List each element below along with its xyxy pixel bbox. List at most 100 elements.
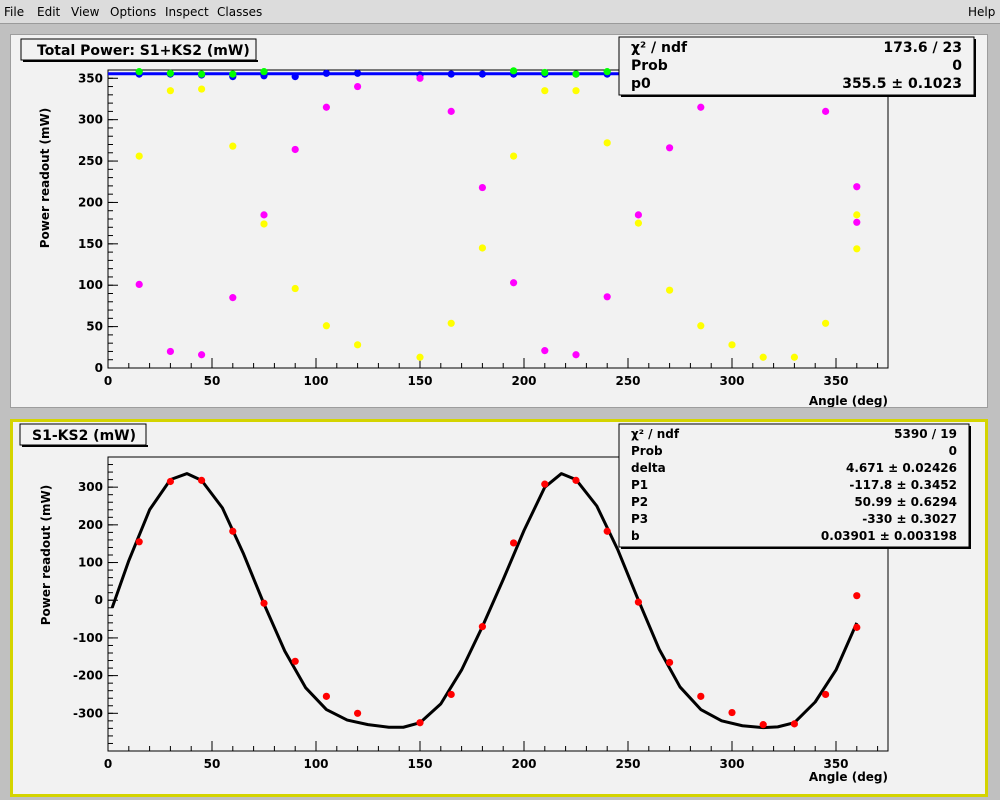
data-point bbox=[198, 85, 206, 93]
stats-label: P2 bbox=[631, 495, 648, 509]
data-point bbox=[416, 719, 424, 727]
data-point bbox=[853, 623, 861, 631]
chart-title: S1-KS2 (mW) bbox=[32, 428, 136, 444]
y-tick-label: 300 bbox=[78, 480, 103, 494]
data-point bbox=[198, 476, 206, 484]
menu-bar: File Edit View Options Inspect Classes H… bbox=[0, 0, 1000, 24]
menu-view[interactable]: View bbox=[71, 5, 100, 19]
x-tick-label: 100 bbox=[303, 757, 328, 771]
data-point bbox=[790, 353, 799, 361]
title-box: S1-KS2 (mW) bbox=[19, 423, 148, 447]
pad-difference[interactable]: 0 50 100 150 200 250 300 350 -300 -200 -100 0 100 200… bbox=[10, 419, 988, 797]
data-point bbox=[541, 68, 549, 77]
x-tick-label: 300 bbox=[719, 757, 744, 771]
x-tick-label: 50 bbox=[204, 757, 221, 771]
y-tick-label: 300 bbox=[78, 113, 103, 127]
stats-box: χ² / ndf 5390 / 19 Prob 0 delta 4.671 ± 0.024… bbox=[618, 423, 971, 549]
y-tick-label: 100 bbox=[78, 278, 103, 292]
x-tick-label: 200 bbox=[511, 757, 536, 771]
data-point bbox=[478, 70, 486, 78]
x-tick-label: 0 bbox=[104, 757, 112, 771]
data-point bbox=[634, 598, 643, 606]
stats-value: 50.99 ± 0.6294 bbox=[854, 495, 957, 509]
title-box: Total Power: S1+KS2 (mW) bbox=[20, 38, 258, 62]
y-tick-label: 50 bbox=[86, 320, 103, 334]
menu-help[interactable]: Help bbox=[968, 5, 996, 19]
data-point bbox=[447, 319, 455, 327]
data-point bbox=[541, 480, 549, 488]
axes: 0 50 100 150 200 250 300 350 -300 -200 -100 0 100 200… bbox=[73, 456, 889, 771]
data-point bbox=[697, 103, 705, 111]
data-point bbox=[447, 107, 455, 115]
data-point bbox=[510, 279, 518, 287]
pad-total-power[interactable]: 0 50 100 150 200 250 300 350 0 50 100 150 200 250 300 3… bbox=[10, 34, 988, 408]
data-point bbox=[478, 183, 486, 192]
data-point bbox=[322, 692, 330, 700]
data-point bbox=[416, 74, 424, 82]
data-point bbox=[603, 527, 611, 535]
y-tick-label: 200 bbox=[78, 195, 103, 209]
chart-total-power: 0 50 100 150 200 250 300 350 0 50 100 150 200 250 300 3… bbox=[20, 36, 976, 407]
data-point bbox=[572, 351, 580, 359]
stats-label: P1 bbox=[631, 478, 648, 492]
stats-value: 355.5 ± 0.1023 bbox=[842, 76, 962, 92]
data-point bbox=[135, 152, 143, 160]
data-point bbox=[541, 347, 549, 355]
data-point bbox=[510, 539, 518, 547]
stats-value: -330 ± 0.3027 bbox=[862, 512, 957, 526]
data-point bbox=[354, 82, 362, 91]
data-point bbox=[634, 211, 643, 219]
data-point bbox=[603, 68, 611, 76]
data-point bbox=[666, 286, 674, 294]
axes: 0 50 100 150 200 250 300 350 0 50 100 150 200 250 300 3… bbox=[78, 69, 889, 388]
x-axis-label: Angle (deg) bbox=[809, 770, 888, 784]
x-tick-label: 0 bbox=[104, 374, 112, 388]
menu-inspect[interactable]: Inspect bbox=[165, 5, 209, 19]
stats-value: 173.6 / 23 bbox=[883, 40, 962, 56]
data-point bbox=[603, 293, 611, 301]
data-point bbox=[322, 103, 330, 111]
data-point bbox=[822, 690, 830, 699]
data-point bbox=[541, 87, 549, 95]
canvas-area: 0 50 100 150 200 250 300 350 0 50 100 150 200 250 300 3… bbox=[0, 25, 1000, 800]
y-tick-label: 350 bbox=[78, 71, 103, 85]
stats-label: χ² / ndf bbox=[631, 40, 688, 56]
data-point bbox=[853, 211, 861, 219]
data-point bbox=[166, 69, 174, 77]
stats-value: 0 bbox=[952, 58, 962, 74]
stats-value: 4.671 ± 0.02426 bbox=[846, 461, 957, 475]
x-tick-label: 200 bbox=[511, 374, 536, 388]
data-point bbox=[291, 284, 299, 293]
x-tick-label: 100 bbox=[303, 374, 328, 388]
stats-frame bbox=[618, 36, 975, 96]
data-point bbox=[697, 692, 705, 700]
data-point bbox=[853, 245, 861, 253]
stats-value: -117.8 ± 0.3452 bbox=[849, 478, 957, 492]
y-tick-label: 0 bbox=[95, 361, 103, 375]
data-point bbox=[260, 68, 268, 76]
menu-classes[interactable]: Classes bbox=[217, 5, 263, 19]
y-axis-label: Power readout (mW) bbox=[39, 485, 53, 626]
data-point bbox=[728, 341, 736, 349]
data-point bbox=[447, 70, 455, 78]
x-axis-label: Angle (deg) bbox=[809, 394, 888, 407]
y-tick-label: 250 bbox=[78, 154, 103, 168]
stats-label: Prob bbox=[631, 58, 668, 74]
data-point bbox=[447, 690, 455, 699]
y-tick-label: 100 bbox=[78, 556, 103, 570]
data-points bbox=[135, 476, 861, 729]
data-point bbox=[759, 353, 767, 361]
stats-label: P3 bbox=[631, 512, 648, 526]
data-point bbox=[322, 322, 330, 330]
data-point bbox=[260, 211, 268, 219]
plot-frame bbox=[107, 69, 889, 369]
menu-edit[interactable]: Edit bbox=[37, 5, 61, 19]
menu-file[interactable]: File bbox=[4, 5, 25, 19]
title-box-shadow bbox=[23, 60, 258, 62]
data-point bbox=[291, 73, 299, 81]
menu-options[interactable]: Options bbox=[110, 5, 157, 19]
data-point bbox=[634, 219, 643, 227]
data-point bbox=[291, 657, 299, 665]
data-point bbox=[291, 145, 299, 154]
data-point bbox=[822, 319, 830, 327]
